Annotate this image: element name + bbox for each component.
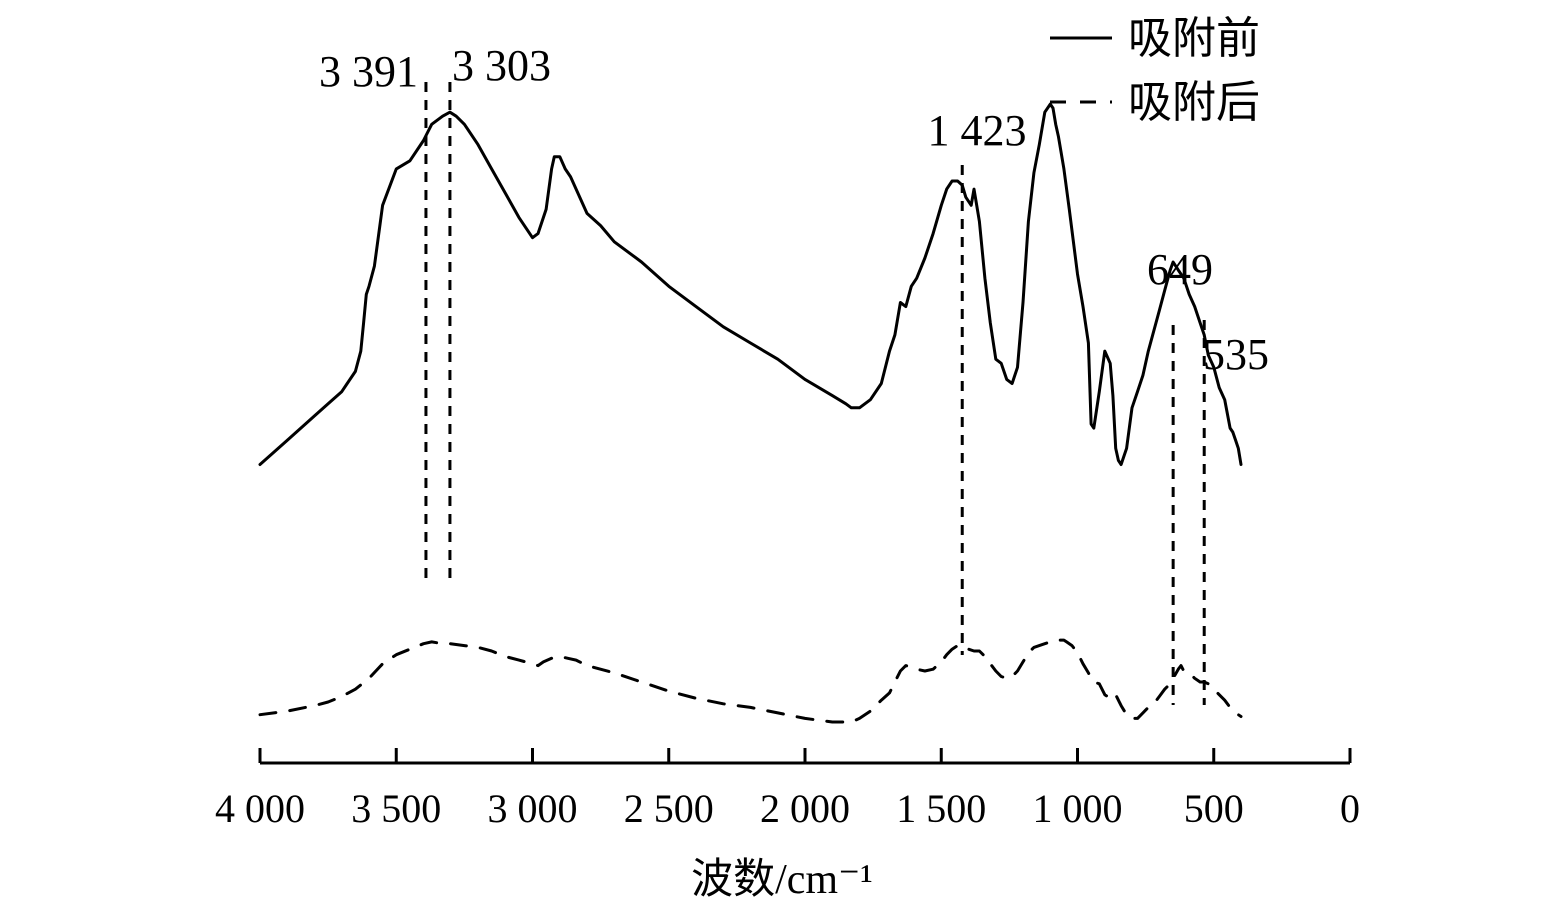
x-tick-label: 3 000 xyxy=(488,786,578,831)
series-line-1 xyxy=(258,638,1243,724)
x-tick-label: 4 000 xyxy=(215,786,305,831)
peak-label: 3 391 xyxy=(319,47,418,96)
x-axis-title: 波数/cm⁻¹ xyxy=(691,857,873,903)
peak-label: 3 303 xyxy=(452,41,551,90)
x-tick-label: 2 000 xyxy=(760,786,850,831)
x-tick-label: 3 500 xyxy=(351,786,441,831)
series-line-0 xyxy=(258,102,1243,466)
series-layer xyxy=(258,102,1243,724)
x-tick-label: 1 000 xyxy=(1033,786,1123,831)
x-tick-label: 2 500 xyxy=(624,786,714,831)
legend: 吸附前 吸附后 xyxy=(1050,14,1260,127)
peak-label: 1 423 xyxy=(928,106,1027,155)
legend-label-before: 吸附前 xyxy=(1128,14,1260,63)
legend-label-after: 吸附后 xyxy=(1128,78,1260,127)
x-tick-label: 500 xyxy=(1184,786,1244,831)
x-tick-label: 1 500 xyxy=(896,786,986,831)
peak-labels: 3 391 3 303 1 423 649 535 xyxy=(319,41,1269,379)
peak-marker-lines xyxy=(424,82,1206,705)
x-axis-ticks: 4 000 3 500 3 000 2 500 2 000 1 500 1 000 500 0 xyxy=(215,748,1360,831)
peak-label: 649 xyxy=(1147,245,1213,294)
x-tick-label: 0 xyxy=(1340,786,1360,831)
peak-label: 535 xyxy=(1203,330,1269,379)
